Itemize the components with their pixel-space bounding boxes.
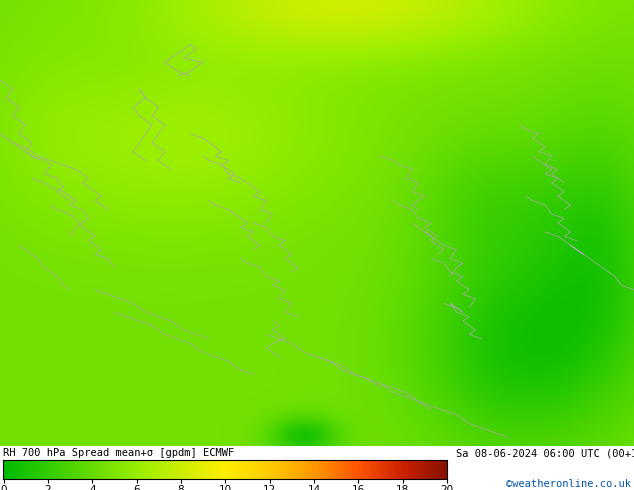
Text: Sa 08-06-2024 06:00 UTC (00+150): Sa 08-06-2024 06:00 UTC (00+150): [456, 448, 634, 458]
Text: RH 700 hPa Spread mean+σ [gpdm] ECMWF: RH 700 hPa Spread mean+σ [gpdm] ECMWF: [3, 448, 235, 458]
Text: ©weatheronline.co.uk: ©weatheronline.co.uk: [506, 479, 631, 489]
